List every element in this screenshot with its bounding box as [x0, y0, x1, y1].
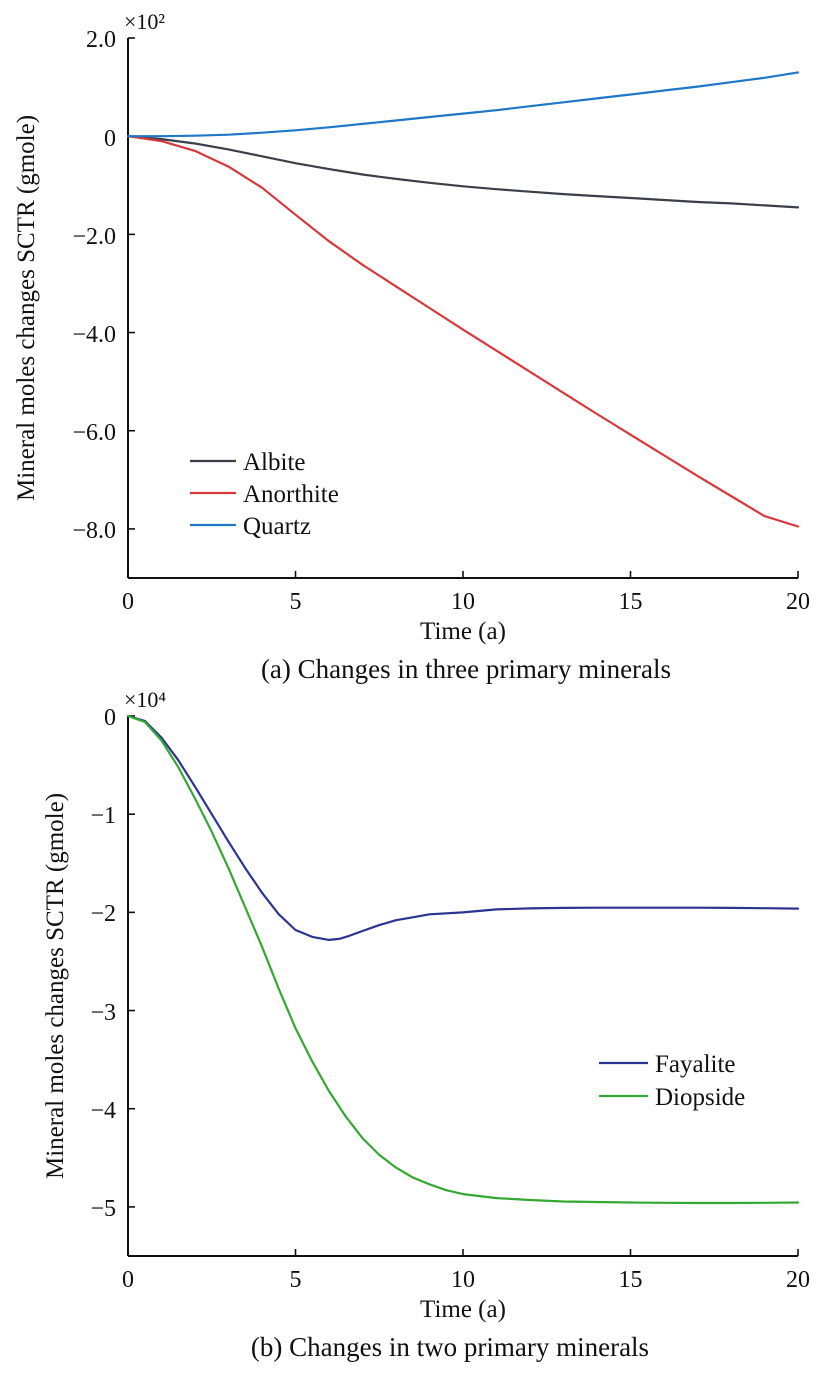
- panel-a-legend: Albite Anorthite Quartz: [190, 449, 339, 540]
- panel-a-caption: (a) Changes in three primary minerals: [261, 654, 671, 684]
- panel-a-ticks: [127, 37, 799, 578]
- series-line-albite: [126, 135, 800, 209]
- legend-label-quartz: Quartz: [243, 513, 311, 540]
- panel-a-ytick-label: −6.0: [72, 420, 116, 446]
- legend-label-diopside: Diopside: [655, 1084, 745, 1111]
- series-line-quartz: [126, 71, 800, 138]
- panel-b-ytick-label: −3: [90, 1000, 116, 1026]
- panel-a-series: [126, 71, 800, 528]
- panel-a-y-axis-label: Mineral moles changes SCTR (gmole): [13, 115, 40, 501]
- panel-a-x-axis-label: Time (a): [420, 618, 506, 645]
- panel-b-y-multiplier: ×10⁴: [124, 687, 166, 712]
- legend-label-fayalite: Fayalite: [655, 1051, 736, 1078]
- panel-b-xtick-label: 10: [451, 1267, 475, 1293]
- panel-b-ytick-label: −4: [90, 1098, 116, 1124]
- panel-a: ×10² 2.0 0 −2.0 −4.0 −6.0 −8.0 0 5 10 15…: [13, 9, 810, 684]
- panel-b-ticks: [127, 715, 799, 1256]
- panel-b-xtick-label: 5: [290, 1267, 302, 1293]
- panel-a-xtick-label: 10: [451, 589, 475, 615]
- legend-label-anorthite: Anorthite: [243, 481, 339, 508]
- series-line-anorthite: [126, 135, 800, 528]
- series-line-diopside: [126, 714, 800, 1205]
- panel-b-ytick-label: −1: [90, 803, 116, 829]
- panel-a-ytick-label: −2.0: [72, 224, 116, 250]
- panel-a-xtick-label: 5: [290, 589, 302, 615]
- panel-b: ×10⁴ 0 −1 −2 −3 −4 −5 0 5 10 15 20 Time …: [42, 687, 810, 1362]
- panel-a-ytick-label: 2.0: [86, 27, 116, 53]
- legend-label-albite: Albite: [243, 449, 306, 476]
- panel-a-ytick-label: −8.0: [72, 518, 116, 544]
- panel-b-ytick-label: −5: [90, 1196, 116, 1222]
- panel-b-x-axis-label: Time (a): [420, 1296, 506, 1323]
- panel-b-series: [126, 714, 800, 1205]
- panel-b-xtick-label: 20: [786, 1267, 810, 1293]
- panel-a-xtick-label: 15: [619, 589, 643, 615]
- panel-a-ytick-label: 0: [104, 126, 116, 152]
- panel-b-legend: Fayalite Diopside: [599, 1051, 745, 1111]
- series-line-fayalite: [126, 714, 800, 942]
- panel-a-xtick-label: 20: [786, 589, 810, 615]
- panel-a-y-multiplier: ×10²: [124, 9, 165, 34]
- panel-b-xtick-label: 15: [619, 1267, 643, 1293]
- panel-b-ytick-label: −2: [90, 901, 116, 927]
- panel-b-ytick-label: 0: [104, 705, 116, 731]
- panel-a-xtick-label: 0: [122, 589, 134, 615]
- panel-b-caption: (b) Changes in two primary minerals: [251, 1332, 649, 1362]
- panel-b-y-axis-label: Mineral moles changes SCTR (gmole): [42, 793, 69, 1179]
- panel-b-xtick-label: 0: [122, 1267, 134, 1293]
- panel-a-ytick-label: −4.0: [72, 322, 116, 348]
